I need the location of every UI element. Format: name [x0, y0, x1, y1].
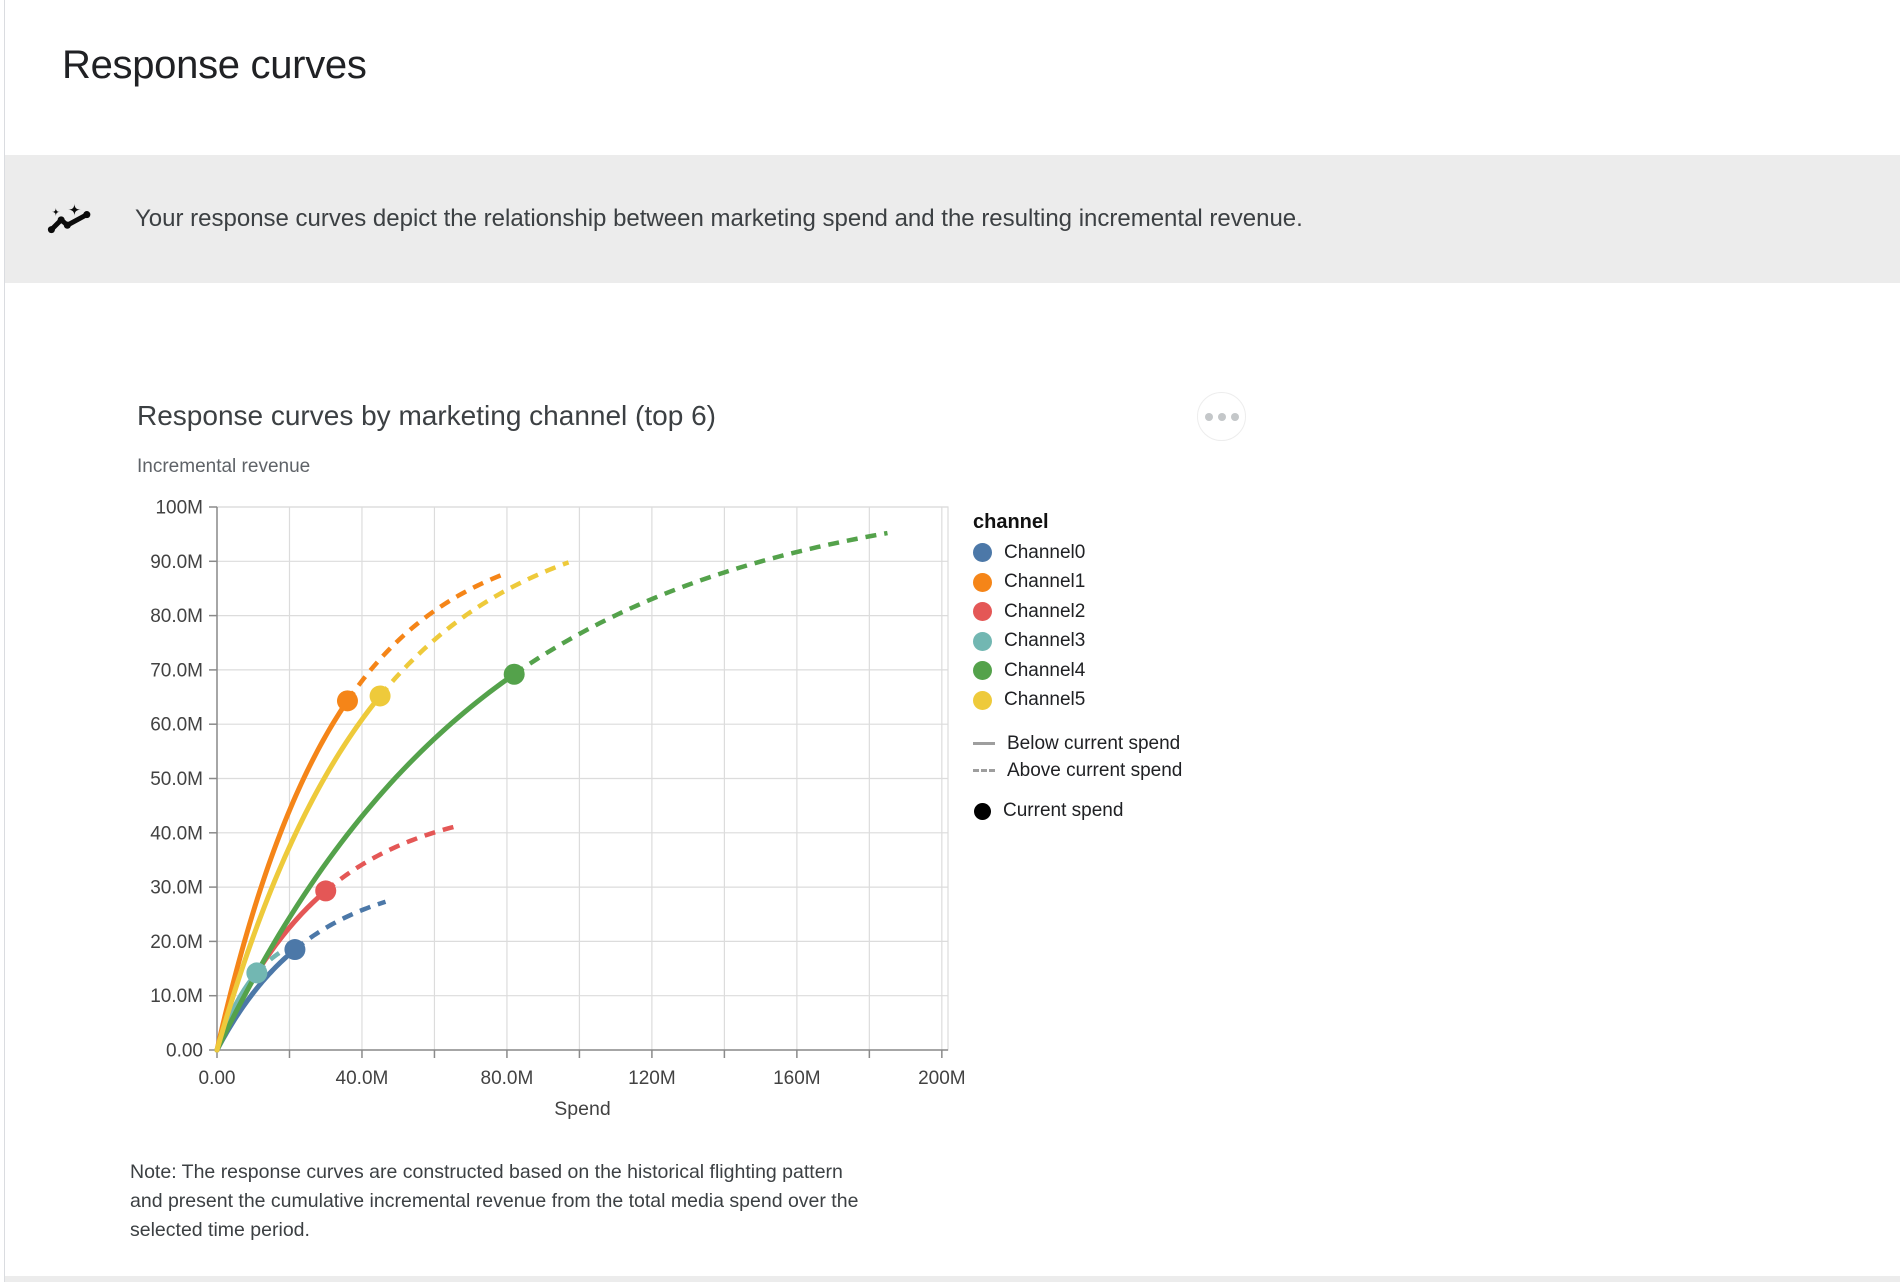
series-Channel4-current-spend-dot [503, 663, 525, 685]
y-tick-label: 0.00 [166, 1041, 203, 1062]
solid-line-swatch [973, 742, 995, 745]
legend-label-Channel4: Channel4 [1004, 659, 1086, 681]
series-Channel5-current-spend-dot [369, 685, 391, 707]
legend-channel-list: Channel0 Channel1 Channel2 Channel3 Channel4… [973, 538, 1182, 715]
legend-swatch-Channel2 [973, 602, 992, 622]
chart-options-button[interactable] [1197, 392, 1246, 441]
chart-legend: channel Channel0 Channel1 Channel2 Channel3… [973, 510, 1182, 826]
y-tick-label: 10.0M [150, 986, 203, 1007]
legend-item-current-spend: Current spend [973, 796, 1182, 826]
series-Channel4-below-current [214, 671, 517, 1053]
y-tick-label: 50.0M [150, 769, 203, 790]
x-tick-label: 80.0M [481, 1068, 534, 1089]
series-Channel2-current-spend-dot [315, 880, 337, 902]
x-tick-label: 0.00 [199, 1068, 236, 1089]
more-options-icon [1204, 412, 1239, 421]
x-tick-label: 40.0M [336, 1068, 389, 1089]
note-line-2: and present the cumulative incremental r… [130, 1190, 859, 1212]
insight-bar: Your response curves depict the relation… [5, 155, 1900, 283]
note-line-1: Note: The response curves are constructe… [130, 1161, 843, 1183]
legend-swatch-Channel1 [973, 572, 992, 592]
legend-item-dashed-line: Above current spend [973, 757, 1182, 784]
x-tick-label: 200M [918, 1068, 966, 1089]
insights-icon [47, 203, 91, 234]
legend-item-Channel5: Channel5 [973, 686, 1182, 716]
series-Channel5-below-current [214, 693, 383, 1053]
legend-label-solid: Below current spend [1007, 732, 1181, 754]
legend-label-Channel1: Channel1 [1004, 571, 1086, 593]
y-tick-label: 40.0M [150, 823, 203, 844]
legend-label-Channel5: Channel5 [1004, 689, 1086, 711]
legend-swatch-Channel0 [973, 543, 992, 563]
next-section-edge [5, 1276, 1900, 1282]
y-tick-label: 90.0M [150, 552, 203, 573]
series-Channel2-above-current [324, 824, 457, 893]
series-Channel5-above-current [378, 560, 570, 698]
legend-item-Channel2: Channel2 [973, 597, 1182, 627]
insight-text: Your response curves depict the relation… [135, 205, 1303, 232]
series-Channel1-above-current [345, 572, 505, 703]
series-Channel0-current-spend-dot [284, 939, 306, 961]
chart-note: Note: The response curves are constructe… [130, 1158, 858, 1245]
legend-label-current-spend: Current spend [1003, 800, 1124, 821]
legend-item-Channel0: Channel0 [973, 538, 1182, 568]
legend-label-dashed: Above current spend [1007, 759, 1183, 781]
series-Channel4-above-current [512, 530, 888, 677]
legend-title: channel [973, 511, 1049, 533]
legend-item-Channel4: Channel4 [973, 656, 1182, 686]
legend-swatch-Channel5 [973, 690, 992, 710]
y-tick-label: 60.0M [150, 715, 203, 736]
series-Channel1-below-current [214, 698, 350, 1053]
x-tick-label: 160M [773, 1068, 821, 1089]
chart-y-axis-title: Incremental revenue [137, 456, 311, 477]
legend-current-spend: Current spend [973, 796, 1182, 826]
y-tick-label: 80.0M [150, 606, 203, 627]
chart-title: Response curves by marketing channel (to… [137, 400, 716, 431]
legend-swatch-Channel3 [973, 631, 992, 651]
x-axis-title: Spend [554, 1098, 610, 1120]
series-Channel3-current-spend-dot [246, 962, 268, 984]
sparkle-large [68, 203, 81, 216]
y-tick-label: 70.0M [150, 660, 203, 681]
response-curves-chart: 0.00 10.0M 20.0M 30.0M 40.0M 50.0M 60.0M 70.0M 8… [150, 498, 966, 1121]
legend-item-Channel3: Channel3 [973, 627, 1182, 657]
y-tick-label: 100M [155, 498, 203, 519]
sparkle-small [51, 207, 60, 216]
note-line-3: selected time period. [130, 1219, 310, 1241]
series-Channel1-current-spend-dot [336, 690, 358, 712]
legend-item-Channel1: Channel1 [973, 568, 1182, 598]
legend-line-style-list: Below current spend Above current spend [973, 730, 1182, 784]
legend-label-Channel3: Channel3 [1004, 630, 1086, 652]
y-tick-label: 20.0M [150, 932, 203, 953]
current-spend-swatch [974, 802, 991, 820]
legend-label-Channel0: Channel0 [1004, 541, 1086, 563]
legend-swatch-Channel4 [973, 661, 992, 681]
dashed-line-swatch [973, 769, 995, 772]
legend-item-solid-line: Below current spend [973, 730, 1182, 757]
legend-label-Channel2: Channel2 [1004, 600, 1086, 622]
x-tick-label: 120M [628, 1068, 676, 1089]
y-tick-label: 30.0M [150, 878, 203, 899]
page-title: Response curves [62, 43, 367, 87]
content-left-border [4, 0, 5, 1282]
